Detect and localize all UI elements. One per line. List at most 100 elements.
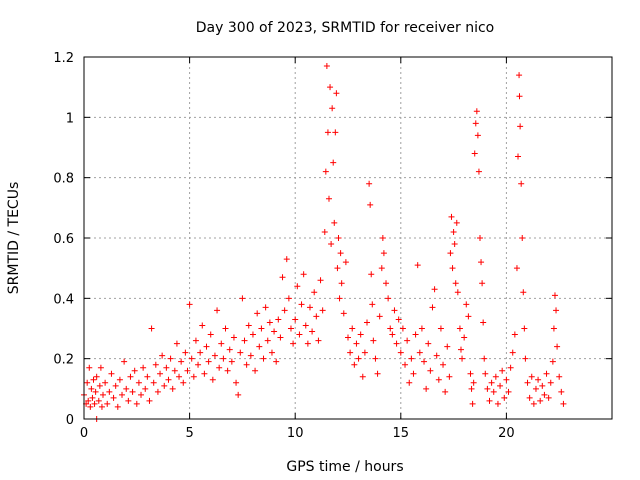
data-point	[88, 385, 95, 392]
data-point	[317, 277, 324, 284]
data-point	[448, 213, 455, 220]
data-point	[157, 370, 164, 377]
data-point	[431, 286, 438, 293]
data-point	[474, 132, 481, 139]
data-point	[328, 241, 335, 248]
data-point	[142, 385, 149, 392]
data-point	[171, 367, 178, 374]
data-point	[133, 400, 140, 407]
data-point	[402, 361, 409, 368]
data-point	[444, 343, 451, 350]
data-point	[264, 337, 271, 344]
data-point	[518, 180, 525, 187]
data-point	[543, 370, 550, 377]
y-tick-label: 1	[66, 111, 74, 126]
data-point	[477, 235, 483, 241]
data-point	[281, 307, 288, 314]
data-point	[216, 364, 223, 371]
data-point	[165, 376, 172, 383]
data-point	[456, 325, 463, 332]
data-point	[408, 355, 415, 362]
data-point	[551, 292, 558, 299]
data-point	[330, 159, 337, 166]
data-point	[532, 385, 539, 392]
data-point	[369, 301, 376, 308]
y-tick-label: 0.2	[53, 353, 74, 368]
data-point	[437, 325, 444, 332]
x-tick-label: 5	[185, 426, 193, 441]
data-point	[515, 153, 522, 160]
data-point	[135, 379, 142, 386]
x-tick-label: 15	[393, 426, 410, 441]
data-point	[404, 337, 411, 344]
data-point	[159, 352, 166, 359]
data-point	[524, 379, 531, 386]
y-tick-label: 0	[66, 413, 74, 428]
data-points	[81, 63, 567, 422]
data-point	[530, 400, 537, 407]
data-point	[399, 325, 406, 332]
data-point	[311, 289, 318, 296]
data-point	[337, 250, 344, 257]
data-point	[224, 367, 231, 374]
data-point	[370, 337, 377, 344]
data-point	[484, 385, 491, 392]
data-point	[100, 391, 107, 398]
data-point	[226, 346, 233, 353]
data-point	[237, 349, 244, 356]
data-point	[121, 358, 128, 365]
data-point	[453, 219, 460, 226]
data-point	[479, 280, 486, 287]
data-point	[195, 361, 202, 368]
data-point	[287, 325, 294, 332]
data-point	[319, 307, 326, 314]
data-point	[522, 355, 529, 362]
data-point	[481, 355, 488, 362]
data-point	[537, 397, 544, 404]
data-point	[521, 325, 528, 332]
data-point	[315, 337, 322, 344]
y-tick-label: 1.2	[53, 51, 74, 66]
data-point	[163, 364, 170, 371]
data-point	[535, 376, 542, 383]
data-point	[406, 379, 413, 386]
data-point	[374, 370, 381, 377]
data-point	[178, 358, 185, 365]
data-point	[283, 256, 290, 263]
data-point	[294, 283, 301, 290]
data-point	[416, 349, 423, 356]
data-point	[507, 364, 514, 371]
data-point	[519, 235, 526, 241]
data-point	[266, 319, 273, 326]
data-point	[447, 250, 454, 257]
data-point	[549, 358, 556, 365]
data-point	[279, 274, 286, 281]
data-point	[414, 262, 421, 269]
data-point	[393, 340, 400, 347]
data-point	[262, 304, 269, 311]
data-point	[144, 373, 151, 380]
data-point	[211, 352, 218, 359]
data-point	[450, 228, 457, 235]
data-point	[345, 334, 351, 341]
data-point	[486, 397, 493, 404]
y-tick-label: 0.6	[53, 232, 74, 247]
data-point	[173, 340, 180, 347]
data-point	[459, 355, 466, 362]
data-point	[389, 331, 396, 338]
data-point	[123, 385, 130, 392]
data-point	[338, 280, 345, 287]
data-point	[433, 352, 440, 359]
data-point	[488, 379, 495, 386]
data-point	[449, 265, 456, 272]
data-point	[397, 349, 404, 356]
data-point	[503, 376, 510, 383]
data-point	[252, 367, 259, 374]
data-point	[131, 367, 138, 374]
data-point	[457, 346, 464, 353]
data-point	[333, 90, 340, 97]
data-point	[243, 361, 250, 368]
data-point	[138, 391, 145, 398]
x-tick-label: 0	[80, 426, 88, 441]
data-point	[334, 265, 341, 272]
